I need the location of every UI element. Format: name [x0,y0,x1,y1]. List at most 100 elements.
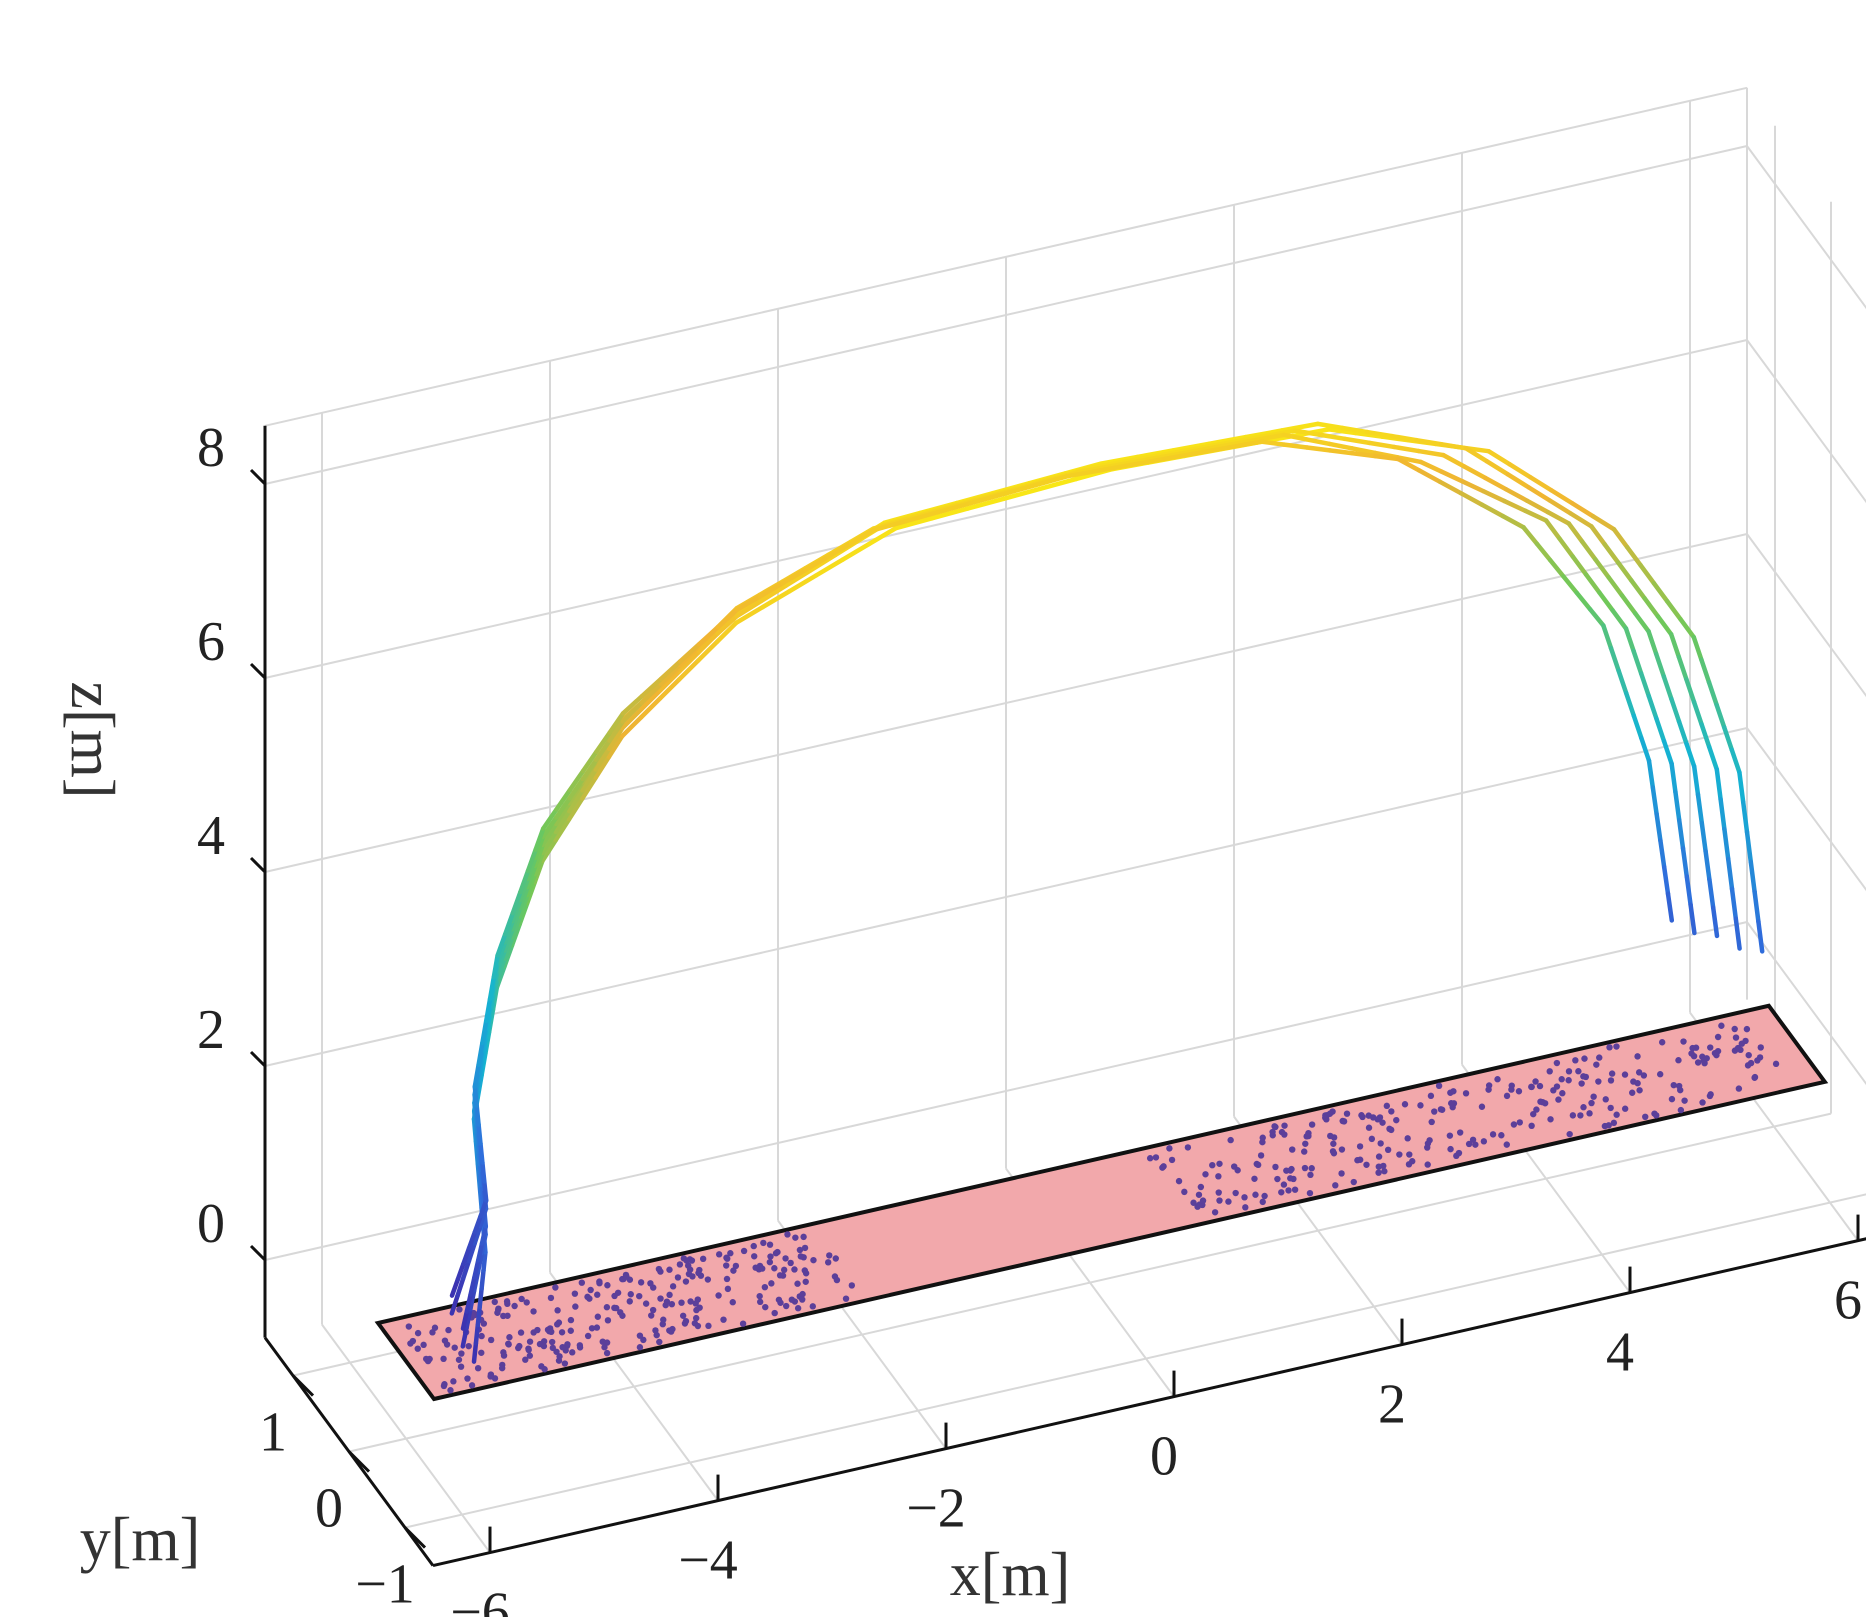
projection-point [505,1341,512,1348]
projection-point [642,1300,650,1307]
projection-point [1216,1197,1223,1204]
projection-point [1754,1057,1761,1064]
projection-point [1555,1096,1562,1103]
projection-point [788,1296,796,1303]
x-tick-label: 4 [1606,1322,1634,1384]
trajectory-segment [1593,557,1611,580]
y-axis-label: y[m] [80,1506,201,1574]
projection-point [1515,1088,1523,1095]
trajectory-segment [1353,430,1385,439]
trajectory-segment [1661,864,1671,897]
trajectory-segment [477,1286,484,1310]
projection-point [1634,1053,1641,1060]
projection-point [1261,1192,1268,1200]
ground-plane-rect [374,1003,1829,1402]
projection-point [1588,1099,1595,1107]
projection-point [766,1241,774,1248]
projection-point [612,1304,620,1312]
projection-point [1670,1081,1677,1089]
projection-point [761,1283,769,1291]
projection-point [601,1344,608,1351]
projection-point [567,1327,574,1334]
trajectory-segment [1725,856,1735,892]
projection-point [1343,1110,1351,1117]
projection-point [687,1298,694,1305]
projection-point [1406,1151,1413,1158]
projection-point [1285,1187,1292,1194]
projection-point [1743,1025,1751,1033]
projection-point [1688,1050,1695,1057]
projection-point [498,1364,506,1372]
trajectory-segment [1756,919,1765,954]
projection-point [1516,1119,1524,1126]
trajectory-segment [733,604,766,626]
projection-point [683,1257,690,1264]
projection-point [679,1312,687,1319]
trajectory-segment [1678,616,1697,640]
projection-point [407,1340,414,1347]
projection-point [1338,1146,1346,1153]
projection-point [478,1349,485,1356]
z-tick-label: 8 [197,417,225,479]
trajectory-segment [1367,440,1397,450]
trajectory-segment [510,889,523,916]
trajectory-segment [1684,741,1697,769]
trajectory-segment [475,1304,482,1328]
trajectory-segment [734,598,764,619]
projection-point [760,1239,767,1247]
trajectory-segment [1570,554,1589,577]
projection-point [1225,1198,1232,1205]
projection-point [832,1255,839,1262]
projection-point [1424,1144,1431,1151]
trajectory-segment [1416,468,1443,485]
projection-point [465,1342,472,1350]
projection-point [474,1364,482,1372]
projection-point [1528,1122,1535,1130]
trajectory-segment [1642,596,1661,619]
projection-point [1714,1033,1722,1041]
trajectory-segment [1523,508,1549,523]
projection-point [1605,1122,1612,1129]
projection-point [1558,1076,1565,1083]
trajectory-segment [715,614,739,636]
trajectory-segment [676,658,701,682]
projection-point [1580,1073,1587,1080]
projection-point [1675,1082,1683,1090]
trajectory-segment [540,837,558,864]
trajectory-segment [481,1250,488,1273]
projection-point [696,1304,703,1311]
trajectory-segment [509,914,523,940]
projection-point [668,1300,676,1308]
projection-point [666,1291,673,1299]
trajectory-segment [607,711,626,735]
trajectory-segment [1524,498,1551,515]
projection-point [506,1334,513,1341]
trajectory-segment [825,541,854,559]
projection-point [1302,1140,1309,1147]
trajectory-segment [903,509,941,524]
trajectory-segment [848,527,877,546]
trajectory-segment [540,807,559,831]
trajectory-segment [1703,848,1712,882]
trajectory-segment [1543,518,1562,541]
trajectory-segment [502,910,516,937]
trajectory-segment [620,706,644,731]
y-tick-mark [291,1374,315,1397]
trajectory-segment [1505,472,1531,490]
trajectory-segment [1566,521,1585,544]
projection-point [1586,1110,1593,1117]
projection-point [1308,1121,1316,1128]
trajectory-segment [455,1276,466,1299]
trajectory-segment [1129,456,1167,467]
projection-point [667,1328,675,1335]
projection-point [599,1338,606,1345]
projection-point [548,1328,555,1336]
projection-point [762,1303,769,1311]
projection-point [604,1317,612,1324]
trajectory-segment [449,1293,460,1316]
projection-point [833,1276,841,1284]
projection-point [503,1298,511,1305]
projection-point [784,1231,791,1238]
trajectory-segment [1340,425,1370,435]
projection-point [1751,1073,1759,1081]
